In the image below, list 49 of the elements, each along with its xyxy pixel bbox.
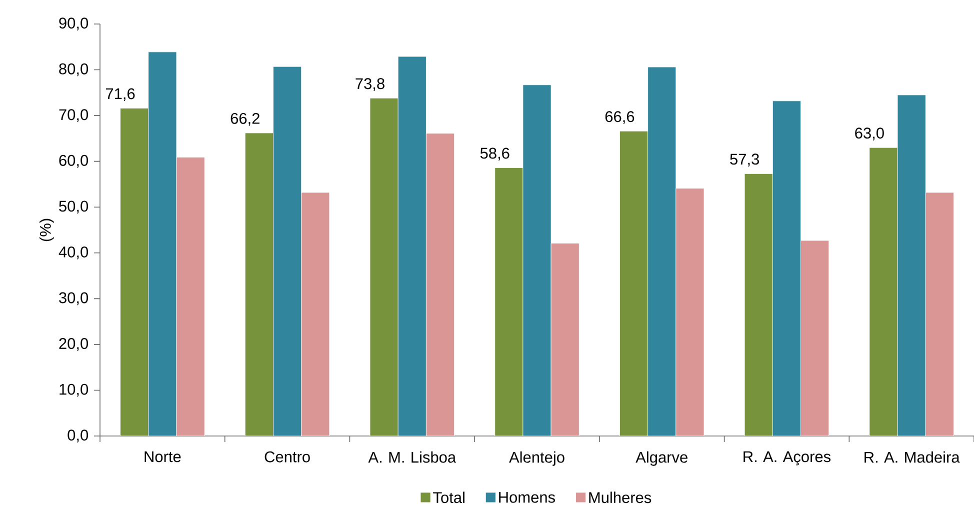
legend-label: Mulheres xyxy=(589,492,652,504)
y-tick-label: 90,0 xyxy=(59,18,88,30)
y-tick-label: 70,0 xyxy=(59,109,88,122)
y-tick-label: 50,0 xyxy=(59,200,88,214)
bar xyxy=(301,192,330,436)
bar xyxy=(744,173,773,436)
y-tick-label: 60,0 xyxy=(59,154,88,168)
bar xyxy=(426,133,454,436)
bar xyxy=(648,66,676,436)
data-label: 57,3 xyxy=(730,154,759,166)
bar xyxy=(620,130,648,436)
bar xyxy=(494,168,524,436)
bar xyxy=(522,84,552,436)
bar xyxy=(800,240,830,436)
bar xyxy=(273,66,302,436)
bar xyxy=(550,243,580,436)
bar xyxy=(148,52,177,436)
data-label: 66,6 xyxy=(605,111,634,124)
y-tick-label: 40,0 xyxy=(58,246,88,260)
bar xyxy=(120,108,149,436)
bar xyxy=(772,100,801,436)
y-tick-label: 20,0 xyxy=(59,338,88,351)
y-tick-label: 0,0 xyxy=(68,430,88,442)
bar xyxy=(897,94,926,436)
y-axis-title: (%) xyxy=(39,218,54,242)
bar xyxy=(925,192,954,436)
legend-label: Homens xyxy=(499,492,555,503)
bar xyxy=(869,147,898,436)
bar xyxy=(370,98,398,436)
bar xyxy=(176,157,205,436)
bar xyxy=(244,132,274,436)
x-tick-label: Centro xyxy=(264,451,310,462)
y-tick-label: 10,0 xyxy=(60,384,88,397)
x-tick-label: Alentejo xyxy=(509,451,564,466)
data-label: 58,6 xyxy=(480,148,510,161)
data-label: 73,8 xyxy=(356,78,384,91)
y-tick-label: 80,0 xyxy=(59,63,88,76)
legend-label: Total xyxy=(433,492,464,504)
x-tick-label: R. A. Açores xyxy=(744,451,831,466)
data-label: 71,6 xyxy=(106,88,135,102)
bar xyxy=(676,188,704,436)
data-label: 66,2 xyxy=(230,112,260,126)
y-tick-label: 30,0 xyxy=(59,292,88,306)
x-tick-label: Algarve xyxy=(636,451,688,466)
data-label: 63,0 xyxy=(855,128,884,140)
x-tick-label: R. A. Madeira xyxy=(864,451,960,463)
bar xyxy=(398,56,426,436)
x-tick-label: A. M. Lisboa xyxy=(368,451,456,463)
x-tick-label: Norte xyxy=(144,451,181,462)
